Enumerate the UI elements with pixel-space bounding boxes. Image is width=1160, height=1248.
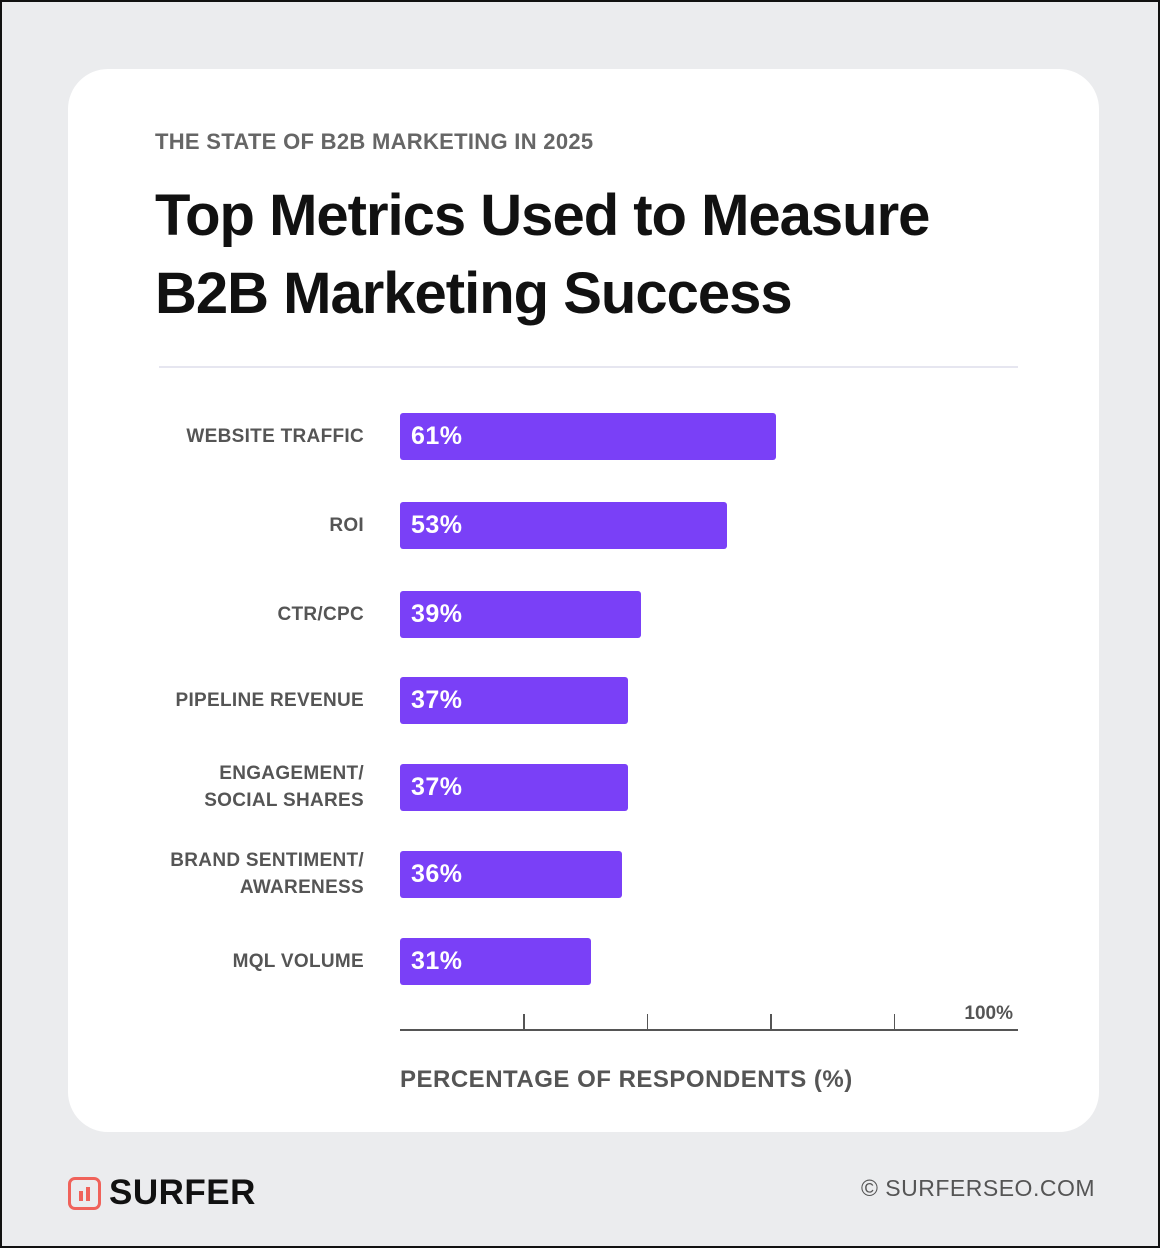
data-label: 53% xyxy=(411,511,463,539)
data-label: 36% xyxy=(411,860,463,888)
category-label: BRAND SENTIMENT/ AWARENESS xyxy=(170,850,364,898)
category-label: ROI xyxy=(329,514,364,536)
bar: 36% xyxy=(400,851,623,898)
category-label: MQL VOLUME xyxy=(232,950,364,972)
data-label: 31% xyxy=(411,947,463,975)
brand-name: SURFER xyxy=(109,1173,256,1212)
x-axis-label: PERCENTAGE OF RESPONDENTS (%) xyxy=(400,1066,853,1093)
bar: 39% xyxy=(400,591,641,638)
data-label: 61% xyxy=(411,422,463,450)
category-label: PIPELINE REVENUE xyxy=(175,689,364,711)
category-label: ENGAGEMENT/ SOCIAL SHARES xyxy=(204,763,364,811)
chart-title: Top Metrics Used to Measure B2B Marketin… xyxy=(155,183,930,326)
x-axis-line xyxy=(400,1029,1018,1031)
bar: 31% xyxy=(400,938,592,985)
site-credit: © SURFERSEO.COM xyxy=(860,1175,1095,1201)
data-label: 37% xyxy=(411,686,463,714)
x-tick xyxy=(646,1014,649,1030)
category-label: WEBSITE TRAFFIC xyxy=(186,425,364,447)
category-label: CTR/CPC xyxy=(277,603,364,625)
x-tick-label-100: 100% xyxy=(964,1003,1013,1024)
x-tick xyxy=(523,1014,525,1030)
x-tick xyxy=(770,1014,772,1030)
bar: 37% xyxy=(400,677,629,724)
x-tick xyxy=(893,1014,896,1030)
bar: 61% xyxy=(400,413,777,460)
data-label: 37% xyxy=(411,773,463,801)
kicker: THE STATE OF B2B MARKETING IN 2025 xyxy=(155,129,594,154)
bar: 37% xyxy=(400,764,629,811)
surfer-logo-icon xyxy=(68,1176,101,1210)
divider xyxy=(159,366,1018,368)
data-label: 39% xyxy=(411,600,463,628)
surfer-logo: SURFER xyxy=(68,1173,256,1213)
bar: 53% xyxy=(400,502,727,549)
